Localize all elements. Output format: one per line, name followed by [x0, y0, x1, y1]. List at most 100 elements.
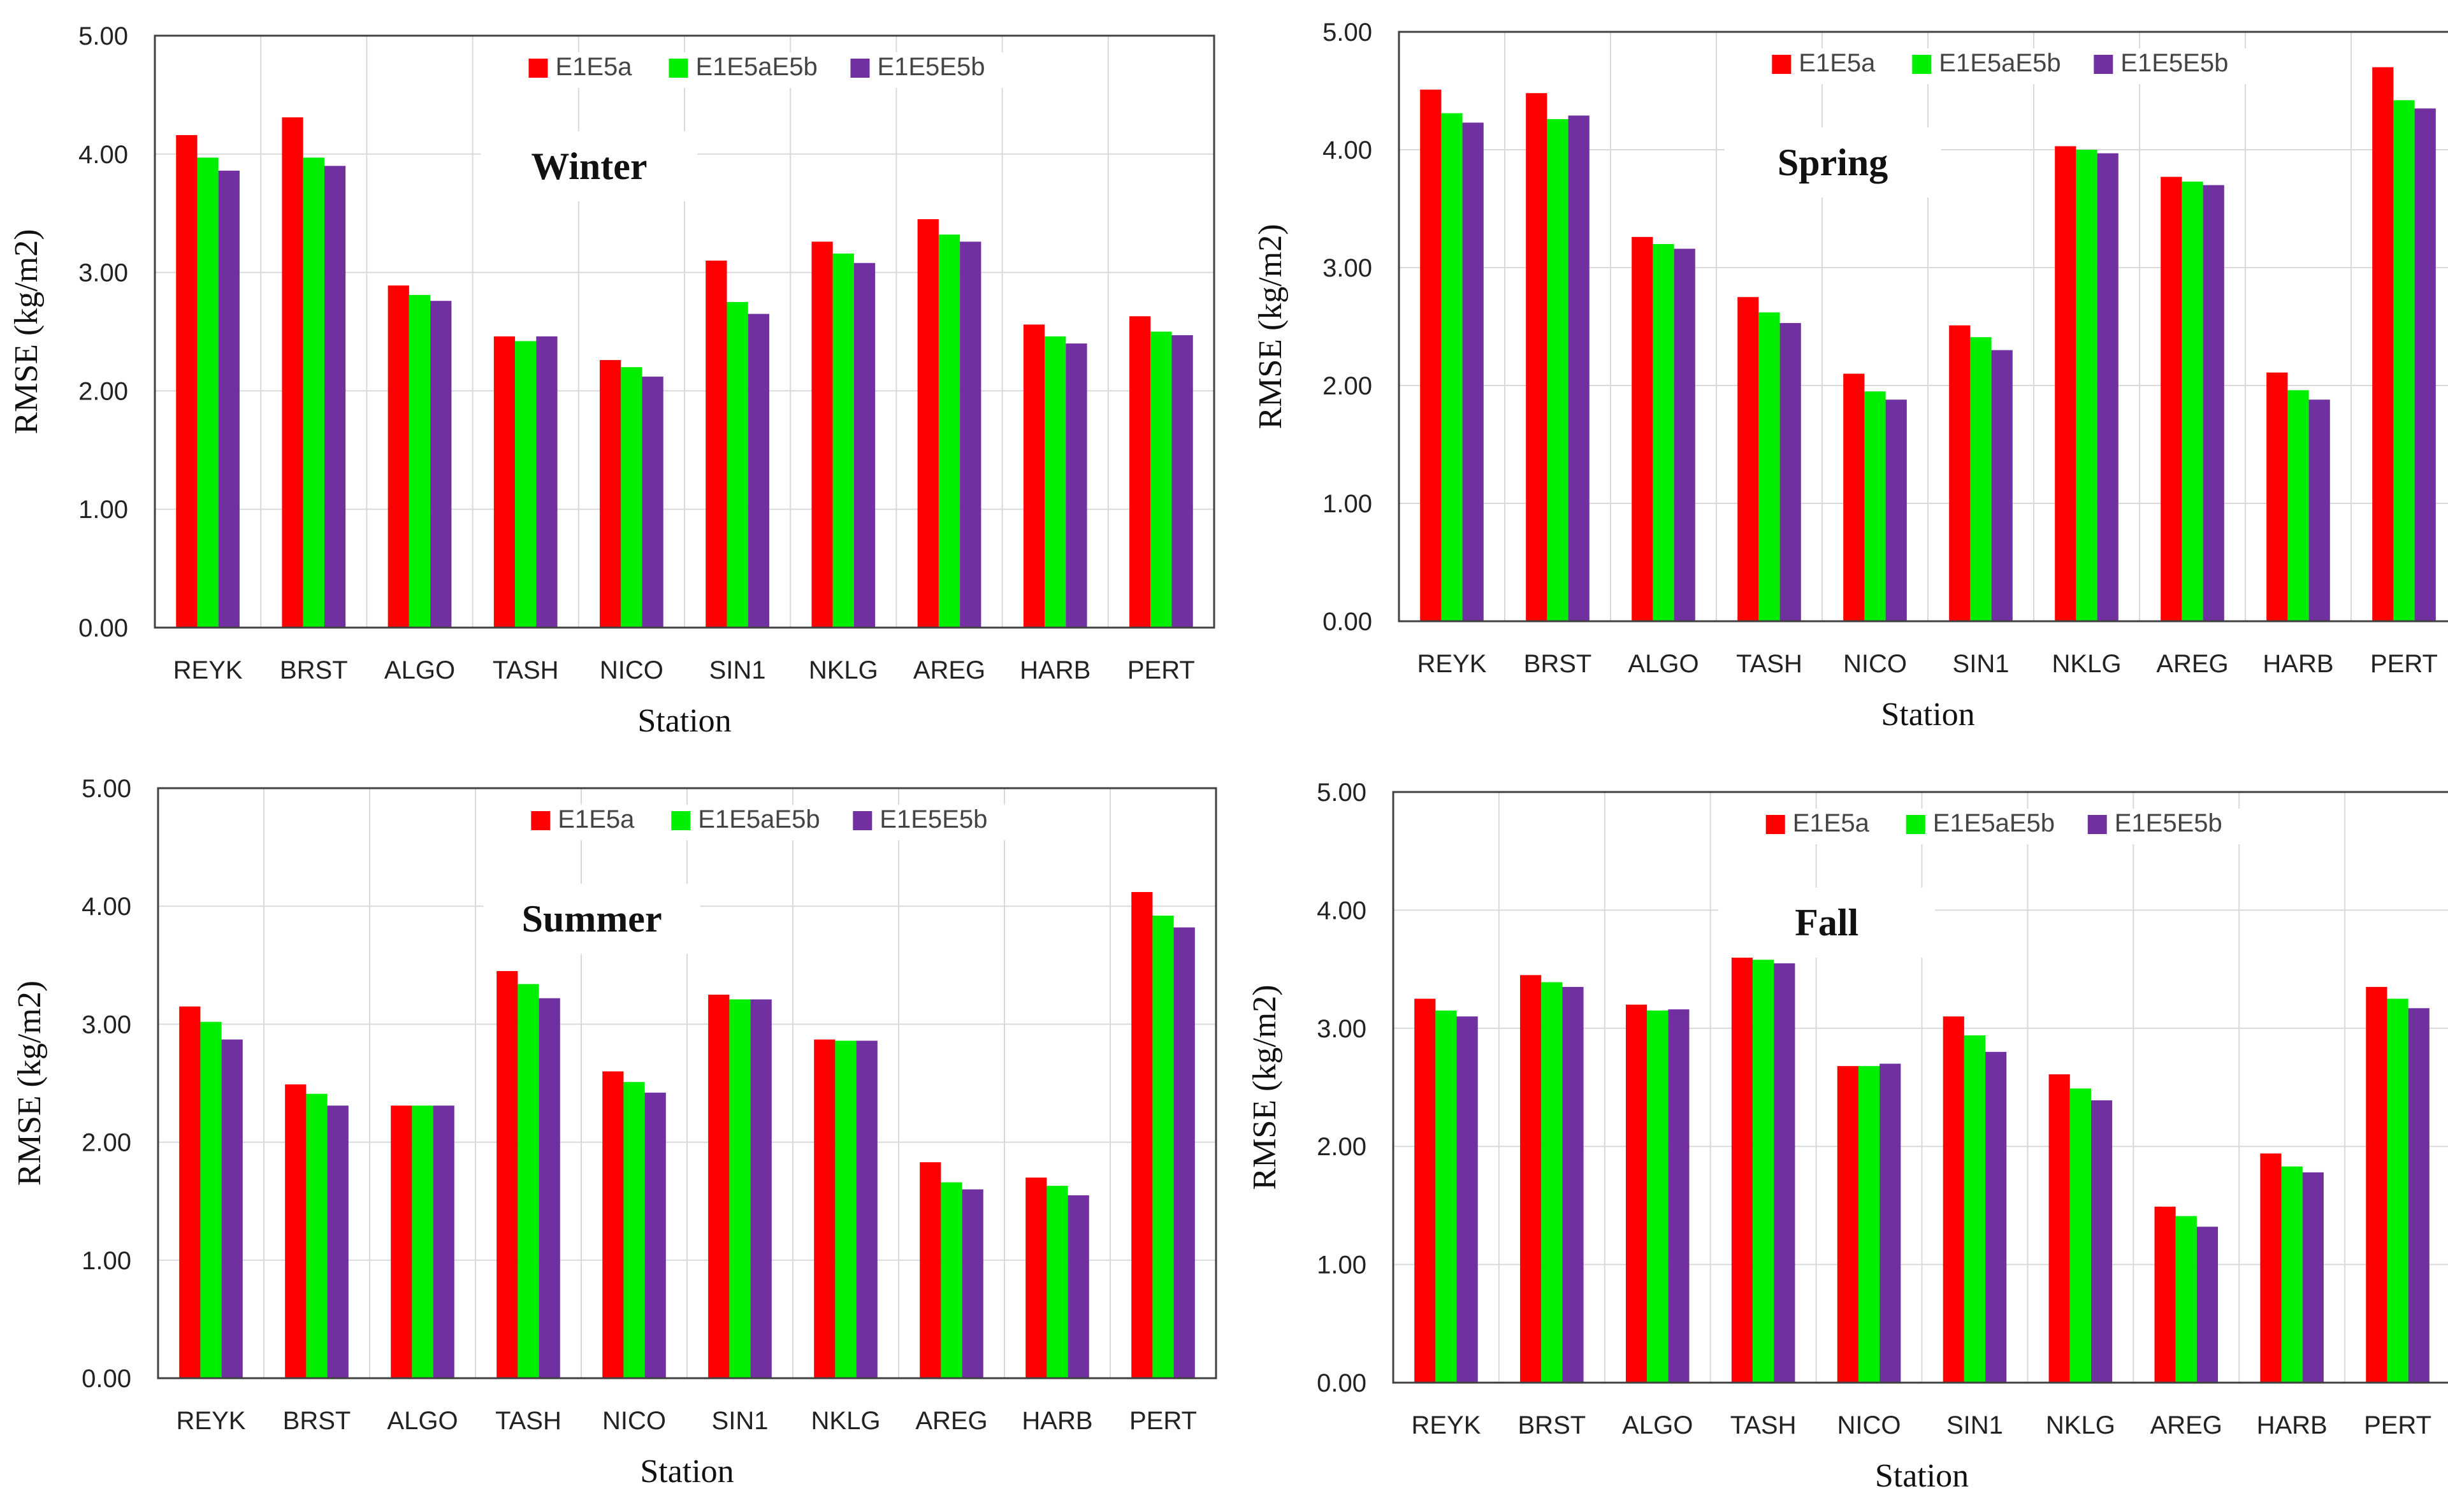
x-tick-label: REYK [1411, 1411, 1481, 1439]
x-axis-title: Station [640, 1453, 734, 1490]
x-tick-label: SIN1 [712, 1407, 769, 1435]
bar-e1e5a-areg [2161, 176, 2182, 621]
bar-e1e5ae5b-tash [1753, 960, 1774, 1383]
bar-e1e5a-sin1 [708, 995, 730, 1378]
legend-background [522, 52, 1017, 88]
legend-label-e1e5e5b: E1E5E5b [2115, 809, 2222, 837]
legend-label-e1e5e5b: E1E5E5b [877, 53, 985, 81]
bar-e1e5ae5b-sin1 [1964, 1035, 1986, 1383]
x-tick-label: AREG [913, 656, 985, 684]
bar-e1e5a-nico [1843, 373, 1865, 621]
legend-label-e1e5ae5b: E1E5aE5b [1939, 49, 2061, 77]
bar-e1e5a-nico [1837, 1066, 1858, 1383]
legend-label-e1e5e5b: E1E5E5b [2120, 49, 2228, 77]
bar-e1e5e5b-sin1 [1985, 1051, 2007, 1383]
x-tick-label: TASH [495, 1407, 561, 1435]
bar-e1e5ae5b-sin1 [727, 302, 748, 628]
bar-e1e5a-reyk [176, 135, 198, 628]
legend-swatch-e1e5e5b [2094, 55, 2113, 74]
y-tick-label: 4.00 [1322, 136, 1372, 164]
x-axis-title: Station [1881, 696, 1974, 733]
bar-e1e5a-brst [282, 117, 303, 628]
bar-e1e5a-nico [602, 1071, 624, 1378]
bar-e1e5e5b-algo [1668, 1009, 1690, 1383]
bar-e1e5e5b-tash [1779, 322, 1801, 621]
bar-e1e5e5b-reyk [218, 170, 240, 628]
bar-e1e5a-tash [1737, 297, 1759, 621]
plot-border [154, 34, 1215, 629]
x-tick-label: ALGO [387, 1407, 458, 1435]
bar-e1e5e5b-algo [1674, 248, 1695, 621]
bar-e1e5e5b-nico [642, 377, 663, 628]
chart-panel-fall: 0.00 1.00 2.00 3.00 4.00 5.00 REYK BRST ALGO TASH… [1247, 779, 2448, 1494]
chart-panel-spring: 0.00 1.00 2.00 3.00 4.00 5.00 REYK BRST ALGO TASH… [1252, 18, 2448, 733]
y-tick-label: 0.00 [1317, 1369, 1366, 1397]
bar-e1e5e5b-areg [2196, 1227, 2219, 1383]
x-tick-label: PERT [2370, 650, 2438, 678]
legend: E1E5a E1E5aE5b E1E5E5b [522, 52, 1017, 88]
legend-swatch-e1e5ae5b [1906, 815, 1925, 834]
x-tick-label: NICO [1843, 650, 1907, 678]
chart-panel-summer: 0.00 1.00 2.00 3.00 4.00 5.00 REYK BRST ALGO TASH… [11, 775, 1217, 1490]
legend-swatch-e1e5a [1765, 815, 1785, 834]
bar-e1e5a-nklg [814, 1039, 836, 1378]
y-tick-label: 2.00 [1317, 1133, 1366, 1161]
x-tick-label: NKLG [2052, 650, 2122, 678]
y-tick-label: 5.00 [82, 775, 131, 803]
x-tick-label: PERT [1127, 656, 1195, 684]
bar-e1e5ae5b-brst [306, 1093, 328, 1378]
bar-e1e5a-tash [1731, 951, 1753, 1383]
bar-e1e5ae5b-areg [938, 234, 960, 628]
bar-e1e5e5b-tash [1774, 963, 1795, 1383]
legend-label-e1e5a: E1E5a [1799, 49, 1876, 77]
bar-e1e5ae5b-nklg [2069, 1088, 2091, 1383]
bar-e1e5e5b-areg [2203, 185, 2224, 621]
legend-label-e1e5e5b: E1E5E5b [880, 805, 987, 833]
bar-e1e5ae5b-pert [1150, 331, 1172, 628]
legend: E1E5a E1E5aE5b E1E5E5b [1759, 809, 2254, 844]
bar-e1e5ae5b-reyk [200, 1021, 222, 1378]
bar-e1e5ae5b-areg [2182, 181, 2203, 621]
y-tick-label: 0.00 [1322, 608, 1372, 636]
bar-e1e5e5b-areg [960, 241, 981, 628]
x-tick-label: TASH [1736, 650, 1802, 678]
legend-swatch-e1e5e5b [2087, 815, 2107, 834]
bar-e1e5a-nklg [811, 241, 833, 628]
bar-e1e5e5b-nico [644, 1092, 666, 1378]
y-tick-label: 5.00 [78, 22, 128, 50]
bar-e1e5a-algo [1632, 236, 1653, 621]
legend: E1E5a E1E5aE5b E1E5E5b [1765, 48, 2260, 84]
bar-e1e5ae5b-harb [1047, 1186, 1068, 1378]
bar-e1e5ae5b-reyk [1435, 1010, 1457, 1383]
bar-e1e5e5b-brst [1568, 115, 1590, 622]
bar-e1e5a-areg [920, 1162, 941, 1378]
bar-e1e5e5b-areg [962, 1189, 983, 1378]
bar-e1e5a-harb [2266, 372, 2288, 621]
bar-e1e5a-nico [600, 360, 621, 628]
bar-e1e5e5b-pert [1173, 927, 1195, 1378]
bar-e1e5e5b-sin1 [1991, 350, 2013, 621]
y-tick-label: 4.00 [78, 141, 128, 169]
x-tick-label: SIN1 [1946, 1411, 2003, 1439]
bar-e1e5e5b-nklg [2090, 1100, 2113, 1383]
x-tick-label: REYK [1417, 650, 1487, 678]
bar-e1e5ae5b-reyk [1441, 113, 1463, 621]
y-axis-title: RMSE (kg/m2) [1252, 224, 1289, 429]
bar-e1e5a-reyk [1414, 998, 1436, 1383]
x-axis-title: Station [637, 703, 731, 739]
legend-label-e1e5a: E1E5a [558, 805, 635, 833]
bar-e1e5ae5b-nico [621, 367, 642, 628]
bar-e1e5a-tash [496, 971, 518, 1378]
x-tick-label: NICO [602, 1407, 666, 1435]
x-tick-label: AREG [2150, 1411, 2222, 1439]
bar-e1e5e5b-brst [1562, 986, 1584, 1383]
bar-e1e5a-pert [1129, 316, 1151, 628]
bar-e1e5ae5b-nklg [835, 1040, 857, 1378]
bar-e1e5e5b-nico [1879, 1063, 1901, 1383]
legend-swatch-e1e5ae5b [671, 811, 691, 830]
bar-e1e5a-tash [493, 336, 516, 628]
bar-e1e5e5b-algo [430, 301, 452, 628]
bar-e1e5a-sin1 [1943, 1016, 1964, 1383]
y-tick-label: 3.00 [82, 1011, 131, 1039]
bar-e1e5e5b-reyk [1456, 1016, 1478, 1383]
